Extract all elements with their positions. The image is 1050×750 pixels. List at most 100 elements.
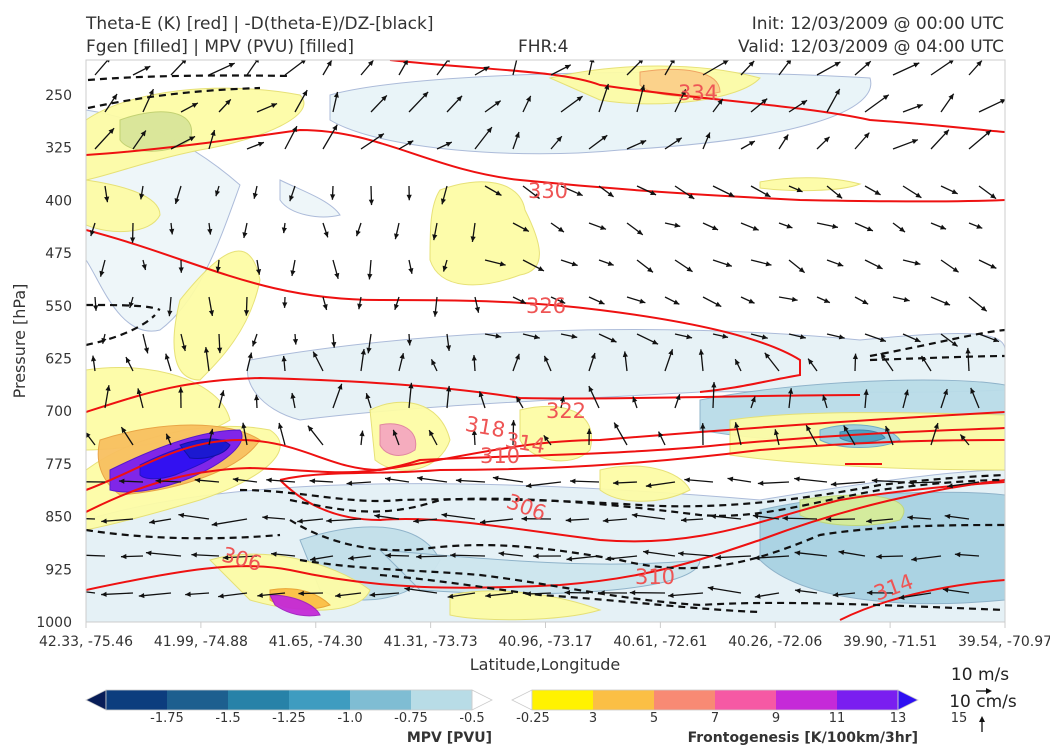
wind-arrow [145,550,182,557]
wind-arrow [290,259,296,277]
wind-arrow [550,64,572,76]
arrow-head [832,223,838,229]
wind-arrow [674,259,693,273]
wind-arrow [142,88,155,113]
arrow-head [537,266,544,271]
wind-arrow [141,259,147,271]
arrow-head [796,187,803,193]
wind-arrow [394,296,400,311]
wind-arrow [243,296,250,316]
wind-arrow [208,62,235,76]
arrow-head [367,273,373,280]
arrow-head [808,358,814,365]
arrow-head [406,194,412,201]
arrow-head [794,588,801,594]
wind-arrow [170,135,196,150]
dtheta-dz-contour [87,86,261,110]
wind-arrow [902,185,922,199]
arrow-head [607,260,614,266]
wind-arrow [908,480,942,486]
wind-arrow [664,137,683,150]
arrow-head [155,478,162,484]
wind-arrow [560,259,578,267]
x-tick-label: 42.33, -75.46 [39,634,133,650]
wind-arrow [907,515,932,521]
arrow-head [629,590,636,596]
arrow-head [335,592,341,599]
wind-arrow [664,222,681,228]
wind-arrow [816,136,831,150]
wind-arrow [794,550,828,557]
arrow-head [715,301,722,307]
shaded-region [173,250,261,381]
arrow-head [533,553,539,559]
fgen-colorbar-frame [531,689,899,711]
wind-arrow [368,185,374,206]
fgen-colorbar-swatch [776,690,838,710]
arrow-head [498,551,505,557]
wind-arrow [498,551,524,557]
wind-arrow [866,590,894,596]
wind-arrow [132,65,151,76]
arrow-head [104,196,110,203]
wind-arrow [215,259,221,273]
y-tick-label: 250 [45,88,72,104]
wind-arrow [178,259,184,273]
wind-arrow [91,355,97,372]
wind-arrow [898,592,932,600]
mpv-colorbar-swatch [350,690,412,710]
arrow-head [911,556,917,562]
arrow-head [442,265,448,272]
arrow-head [101,337,107,344]
arrow-shaft [707,586,742,594]
wind-arrow [155,478,182,484]
arrow-head [976,60,982,67]
arrow-head [446,60,450,63]
arrow-head [149,519,155,525]
arrow-head [521,516,527,522]
arrow-head [675,394,681,401]
arrow-head [404,586,411,592]
wind-arrow [968,129,992,150]
wind-arrow [678,551,714,557]
arrow-head [604,83,610,90]
shaded-region [429,181,540,286]
arrow-head [429,430,434,437]
arrow-head [788,388,794,394]
arrow-head [300,60,306,65]
wind-arrow [450,552,486,558]
wind-arrow [178,387,184,409]
arrow-head [495,190,502,196]
wind-arrow [930,129,950,150]
wind-arrow [222,554,258,561]
arrow-head [141,264,147,270]
wind-arrow [871,478,904,484]
arrow-head [798,267,805,273]
wind-arrow [203,347,210,372]
wind-arrow [394,222,400,240]
arrow-head [282,302,288,308]
arrow-head [333,91,339,98]
mpv-colorbar-tick: -0.5 [459,711,484,726]
arrow-head [614,422,620,429]
mpv-colorbar-tick: -1.25 [272,711,306,726]
wind-arrow [854,132,870,150]
wind-arrow [218,98,232,113]
wind-arrow [86,554,106,557]
arrow-head [313,351,318,358]
arrow-head [456,95,463,102]
arrow-head [801,100,808,106]
wind-arrow [277,422,286,446]
wind-arrow [365,393,372,409]
wind-arrow [626,60,644,76]
arrow-head [255,268,262,275]
arrow-head [880,353,886,360]
theta-e-contour [839,579,1005,621]
wind-arrow [149,518,172,525]
wind-arrow [416,475,448,483]
arrow-head [181,345,187,351]
arrow-head [408,267,414,274]
wind-arrow [255,259,262,275]
y-tick-label: 400 [45,193,72,209]
arrow-head [130,237,136,243]
